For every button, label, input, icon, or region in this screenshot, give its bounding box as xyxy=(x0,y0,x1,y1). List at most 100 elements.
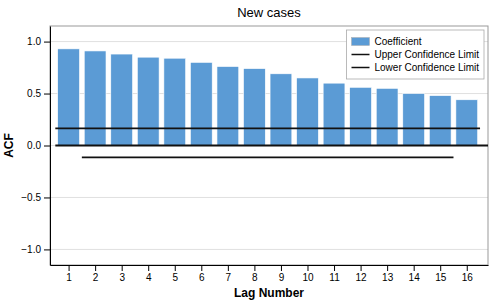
x-tick: 13 xyxy=(382,265,394,283)
bar xyxy=(350,87,372,145)
y-axis-line xyxy=(50,27,51,266)
x-tick-mark xyxy=(254,265,255,271)
x-tick-label: 5 xyxy=(172,272,178,283)
bar xyxy=(111,54,133,145)
x-tick-mark xyxy=(95,265,96,271)
bar xyxy=(297,78,319,146)
x-tick: 16 xyxy=(462,265,474,283)
y-axis: −1.0 −0.5 0.0 0.5 1.0 xyxy=(21,27,50,266)
x-tick-label: 4 xyxy=(146,272,152,283)
legend-label: Upper Confidence Limit xyxy=(375,49,480,60)
line xyxy=(82,157,454,159)
x-tick: 6 xyxy=(199,265,205,283)
x-tick-label: 7 xyxy=(226,272,232,283)
plot-frame xyxy=(50,26,488,265)
x-tick: 11 xyxy=(329,265,340,283)
y-tick: −1.0 xyxy=(21,244,50,255)
bar xyxy=(58,49,80,146)
plot: −1.0−0.50.00.51.012345678910111213141516… xyxy=(21,26,488,283)
x-tick: 8 xyxy=(252,265,258,283)
x-axis-title: Lag Number xyxy=(234,286,304,300)
x-tick: 12 xyxy=(356,265,368,283)
x-axis-line xyxy=(51,265,489,266)
y-tick-label: 0.5 xyxy=(27,88,41,99)
x-tick-label: 9 xyxy=(279,272,285,283)
y-tick-label: −1.0 xyxy=(21,244,41,255)
x-tick-mark xyxy=(201,265,202,271)
legend-swatch xyxy=(352,67,370,69)
y-tick-label: 0.0 xyxy=(27,140,41,151)
x-tick: 2 xyxy=(93,265,99,283)
x-tick: 4 xyxy=(146,265,152,283)
x-tick-label: 13 xyxy=(382,272,394,283)
bar xyxy=(244,69,266,146)
bar xyxy=(403,94,425,146)
x-tick-label: 3 xyxy=(119,272,125,283)
y-tick: 0.5 xyxy=(27,88,50,99)
marks xyxy=(55,49,488,158)
legend-label: Lower Confidence Limit xyxy=(375,62,480,73)
y-tick: 1.0 xyxy=(27,36,50,47)
grid-line xyxy=(50,145,488,146)
legend-box xyxy=(347,30,485,79)
y-tick: −0.5 xyxy=(21,192,50,203)
x-tick-label: 11 xyxy=(329,272,340,283)
bar xyxy=(429,96,451,146)
bar xyxy=(323,83,345,145)
line xyxy=(55,145,488,147)
y-tick-mark xyxy=(44,94,50,95)
legend-swatch xyxy=(352,38,370,46)
x-tick-mark xyxy=(69,265,70,271)
grid-line xyxy=(50,197,488,198)
x-tick-mark xyxy=(122,265,123,271)
x-tick: 10 xyxy=(302,265,314,283)
x-tick-mark xyxy=(387,265,388,271)
bar xyxy=(190,62,212,145)
bar xyxy=(270,74,292,146)
chart: −1.0−0.50.00.51.012345678910111213141516… xyxy=(0,0,500,303)
y-tick-mark xyxy=(44,42,50,43)
bar xyxy=(456,100,478,146)
y-tick-label: 1.0 xyxy=(27,36,41,47)
x-tick: 9 xyxy=(279,265,285,283)
x-tick-label: 14 xyxy=(409,272,421,283)
legend-swatch xyxy=(352,54,370,56)
line xyxy=(55,127,480,129)
x-tick: 3 xyxy=(119,265,125,283)
legend: Coefficient Upper Confidence Limit Lower C… xyxy=(347,30,485,79)
x-tick-mark xyxy=(281,265,282,271)
x-tick-mark xyxy=(334,265,335,271)
x-tick-label: 1 xyxy=(66,272,72,283)
x-tick-mark xyxy=(467,265,468,271)
x-tick-label: 15 xyxy=(435,272,447,283)
y-tick-mark xyxy=(44,249,50,250)
legend-label: Coefficient xyxy=(375,36,422,47)
x-tick-label: 12 xyxy=(356,272,368,283)
bar xyxy=(137,57,159,145)
x-tick-label: 6 xyxy=(199,272,205,283)
x-tick-label: 8 xyxy=(252,272,258,283)
bar xyxy=(217,67,239,146)
x-tick: 14 xyxy=(409,265,421,283)
x-tick-mark xyxy=(440,265,441,271)
grid-line xyxy=(50,249,488,250)
y-axis-title: ACF xyxy=(2,133,16,158)
x-tick-mark xyxy=(361,265,362,271)
x-tick-label: 16 xyxy=(462,272,474,283)
x-tick: 15 xyxy=(435,265,447,283)
bar xyxy=(164,58,186,145)
x-tick-mark xyxy=(307,265,308,271)
x-axis: 12345678910111213141516 xyxy=(51,265,489,283)
y-tick: 0.0 xyxy=(27,140,50,151)
y-tick-mark xyxy=(44,197,50,198)
x-tick-mark xyxy=(148,265,149,271)
x-tick-label: 2 xyxy=(93,272,99,283)
x-tick: 1 xyxy=(66,265,72,283)
x-tick: 7 xyxy=(226,265,232,283)
y-tick-label: −0.5 xyxy=(21,192,41,203)
x-tick: 5 xyxy=(172,265,178,283)
bar xyxy=(376,88,398,145)
title: New cases xyxy=(237,5,301,20)
bar xyxy=(84,51,106,146)
x-tick-mark xyxy=(228,265,229,271)
